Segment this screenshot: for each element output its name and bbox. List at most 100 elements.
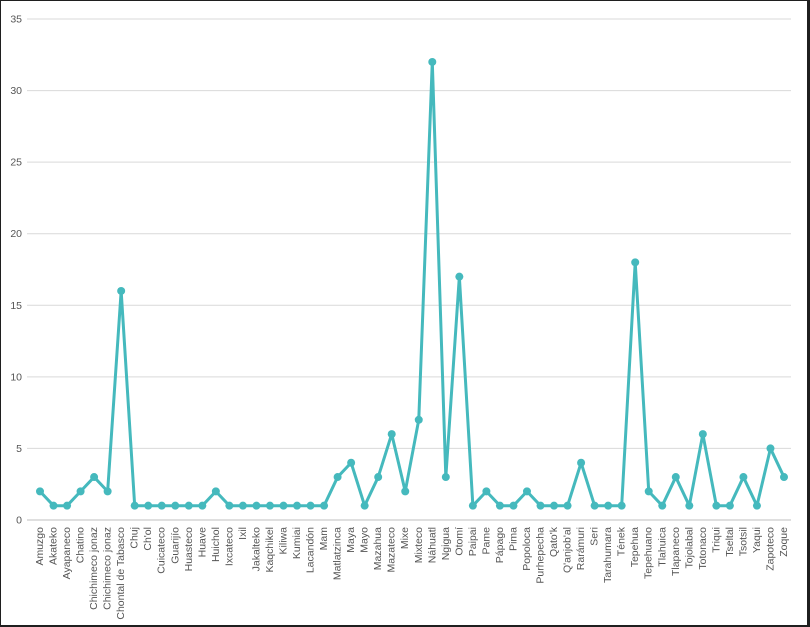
data-point xyxy=(685,501,694,510)
y-tick-label: 15 xyxy=(10,300,22,312)
y-tick-label: 35 xyxy=(10,14,22,26)
x-tick-label: Kumiai xyxy=(291,527,303,559)
x-tick-label: Rarámuri xyxy=(575,527,587,570)
x-tick-label: Triqui xyxy=(710,527,722,553)
data-point xyxy=(333,473,342,482)
data-point xyxy=(306,501,315,510)
data-point xyxy=(712,501,721,510)
y-tick-label: 0 xyxy=(16,515,22,527)
x-tick-label: Otomí xyxy=(453,527,465,556)
x-tick-label: Tlapaneco xyxy=(670,527,682,576)
x-tick-label: Amuzgo xyxy=(34,527,46,566)
x-tick-label: Huave xyxy=(196,527,208,558)
x-tick-label: Tojolabal xyxy=(683,527,695,568)
series-layer xyxy=(36,57,788,510)
data-point xyxy=(171,501,180,510)
x-tick-label: Huasteco xyxy=(183,527,195,572)
data-point xyxy=(617,501,626,510)
x-tick-label: Mayo xyxy=(359,527,371,553)
x-tick-label: Yaqui xyxy=(751,527,763,553)
data-point xyxy=(644,487,653,496)
data-point xyxy=(725,501,734,510)
x-tick-label: Matlatzinca xyxy=(332,527,344,580)
x-tick-label: Seri xyxy=(589,527,601,546)
data-point xyxy=(130,501,139,510)
data-point xyxy=(522,487,531,496)
data-point xyxy=(374,473,383,482)
y-tick-label: 5 xyxy=(16,443,22,455)
data-point xyxy=(252,501,261,510)
x-tick-label: Chatino xyxy=(75,527,87,563)
data-point xyxy=(387,430,396,439)
data-point xyxy=(455,272,464,281)
x-tick-label: Jakalteko xyxy=(250,527,262,572)
x-tick-label: Chichimeco jonaz xyxy=(88,527,100,610)
x-tick-label: Cuicateco xyxy=(156,527,168,574)
y-tick-label: 25 xyxy=(10,157,22,169)
data-point xyxy=(563,501,572,510)
data-point xyxy=(509,501,518,510)
x-tick-label: Ch'ol xyxy=(142,527,154,551)
data-point xyxy=(117,286,126,295)
data-point xyxy=(279,501,288,510)
x-tick-label: Pima xyxy=(507,527,519,551)
data-point xyxy=(631,258,640,267)
y-tick-label: 10 xyxy=(10,371,22,383)
data-point xyxy=(495,501,504,510)
data-point xyxy=(144,501,153,510)
data-point xyxy=(698,430,707,439)
data-point xyxy=(468,501,477,510)
data-point xyxy=(63,501,72,510)
x-tick-label: Mam xyxy=(318,527,330,551)
x-tick-label: Purhepecha xyxy=(535,527,547,584)
gridlines xyxy=(27,18,791,521)
data-point xyxy=(76,487,85,496)
x-tick-label: Guarijío xyxy=(169,527,181,564)
x-tick-label: Akateko xyxy=(48,527,60,565)
x-tick-label: Zoque xyxy=(778,527,790,557)
data-point xyxy=(536,501,545,510)
x-tick-label: Totonaco xyxy=(697,527,709,570)
x-tick-label: Tepehuano xyxy=(643,527,655,579)
x-tick-label: Ngigua xyxy=(440,527,452,560)
x-tick-label: Mazateco xyxy=(386,527,398,573)
data-point xyxy=(36,487,44,496)
x-tick-label: Tének xyxy=(616,526,628,556)
x-tick-label: Tarahumara xyxy=(602,527,614,583)
x-tick-label: Chichimeco jonaz xyxy=(102,527,114,610)
data-point xyxy=(198,501,207,510)
x-tick-label: Tlahuica xyxy=(656,527,668,567)
x-tick-label: Pame xyxy=(480,527,492,555)
x-tick-label: Mixteco xyxy=(413,527,425,563)
x-tick-label: Paipai xyxy=(467,527,479,556)
x-tick-label: Mazahua xyxy=(372,527,384,570)
data-point xyxy=(49,501,58,510)
x-tick-label: Kiliwa xyxy=(277,527,289,555)
x-tick-label: Maya xyxy=(345,527,357,553)
data-point xyxy=(211,487,220,496)
data-point xyxy=(766,444,775,453)
data-point xyxy=(671,473,680,482)
data-point xyxy=(184,501,193,510)
y-tick-label: 20 xyxy=(10,228,22,240)
data-point xyxy=(441,473,450,482)
x-tick-label: Pápago xyxy=(494,527,506,563)
x-tick-label: Zapoteco xyxy=(764,527,776,571)
x-tick-label: Kaqchikel xyxy=(264,527,276,573)
data-point xyxy=(225,501,234,510)
data-point xyxy=(265,501,274,510)
x-tick-label: Q'anjob'al xyxy=(562,527,574,573)
x-tick-label: Qato'k xyxy=(548,526,560,557)
data-point xyxy=(90,473,99,482)
x-tick-label: Ayapaneco xyxy=(61,527,73,580)
data-point xyxy=(401,487,410,496)
series-line xyxy=(38,60,786,508)
x-tick-label: Huichol xyxy=(210,527,222,562)
data-point xyxy=(780,473,788,482)
x-tick-label: Chontal de Tabasco xyxy=(115,527,127,620)
x-tick-label: Tsotsil xyxy=(737,527,749,556)
data-point xyxy=(739,473,748,482)
x-tick-label: Popoloca xyxy=(521,527,533,571)
